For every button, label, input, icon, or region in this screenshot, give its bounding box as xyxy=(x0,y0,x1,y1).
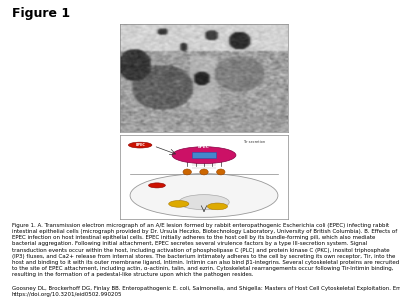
Ellipse shape xyxy=(200,169,208,175)
Text: EPEC: EPEC xyxy=(198,145,210,149)
Text: Figure 1. A. Transmission electron micrograph of an A/E lesion formed by rabbit : Figure 1. A. Transmission electron micro… xyxy=(12,223,399,278)
Ellipse shape xyxy=(207,203,228,210)
Ellipse shape xyxy=(183,169,191,175)
Text: Goosney DL, Brockerhoff DG, Finlay BB. Enteropathogenic E. coli, Salmonella, and: Goosney DL, Brockerhoff DG, Finlay BB. E… xyxy=(12,286,400,297)
Ellipse shape xyxy=(179,195,229,210)
Text: Figure 1: Figure 1 xyxy=(12,8,70,20)
Ellipse shape xyxy=(217,169,225,175)
Ellipse shape xyxy=(169,200,189,207)
Ellipse shape xyxy=(128,142,152,148)
Text: Tir secretion: Tir secretion xyxy=(243,140,266,144)
Ellipse shape xyxy=(148,183,165,188)
Bar xyxy=(192,152,216,158)
Ellipse shape xyxy=(172,147,236,164)
Text: EPEC: EPEC xyxy=(135,143,145,147)
Ellipse shape xyxy=(130,174,278,217)
